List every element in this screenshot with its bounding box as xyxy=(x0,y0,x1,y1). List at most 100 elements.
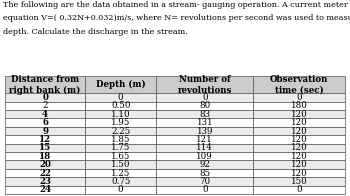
Text: 92: 92 xyxy=(199,160,210,169)
Text: 114: 114 xyxy=(196,143,213,152)
Text: 120: 120 xyxy=(290,110,307,119)
Bar xyxy=(253,76,345,93)
Bar xyxy=(5,152,85,161)
Bar xyxy=(5,118,85,127)
Bar xyxy=(85,93,156,102)
Text: The following are the data obtained in a stream- gauging operation. A current me: The following are the data obtained in a… xyxy=(3,1,350,9)
Text: 1.50: 1.50 xyxy=(111,160,131,169)
Bar xyxy=(5,161,85,169)
Bar xyxy=(85,169,156,177)
Text: 0: 0 xyxy=(42,93,48,102)
Text: 2.25: 2.25 xyxy=(111,127,130,136)
Text: 120: 120 xyxy=(290,160,307,169)
Text: 20: 20 xyxy=(39,160,51,169)
Text: 139: 139 xyxy=(196,127,213,136)
Bar xyxy=(5,110,85,118)
Bar xyxy=(85,110,156,118)
Bar xyxy=(253,93,345,102)
Bar xyxy=(5,135,85,144)
Bar xyxy=(156,152,253,161)
Text: 150: 150 xyxy=(290,177,307,186)
Text: 85: 85 xyxy=(199,169,210,178)
Text: 0.75: 0.75 xyxy=(111,177,130,186)
Text: 0: 0 xyxy=(202,93,208,102)
Bar xyxy=(156,177,253,186)
Bar xyxy=(85,161,156,169)
Bar xyxy=(85,144,156,152)
Text: 121: 121 xyxy=(196,135,213,144)
Text: 80: 80 xyxy=(199,101,210,110)
Text: 1.65: 1.65 xyxy=(111,152,130,161)
Text: 1.75: 1.75 xyxy=(111,143,130,152)
Bar xyxy=(85,118,156,127)
Text: 15: 15 xyxy=(39,143,51,152)
Text: 6: 6 xyxy=(42,118,48,127)
Text: Observation
time (sec): Observation time (sec) xyxy=(270,75,328,94)
Bar xyxy=(156,76,253,93)
Bar xyxy=(156,102,253,110)
Text: 18: 18 xyxy=(39,152,51,161)
Bar xyxy=(156,93,253,102)
Bar xyxy=(156,144,253,152)
Text: Distance from
right bank (m): Distance from right bank (m) xyxy=(9,75,81,95)
Bar xyxy=(85,102,156,110)
Bar xyxy=(253,161,345,169)
Bar xyxy=(156,186,253,194)
Bar xyxy=(5,144,85,152)
Bar xyxy=(85,152,156,161)
Text: 0: 0 xyxy=(296,185,302,194)
Bar xyxy=(253,118,345,127)
Text: 1.95: 1.95 xyxy=(111,118,130,127)
Bar xyxy=(253,169,345,177)
Text: 9: 9 xyxy=(42,127,48,136)
Bar xyxy=(156,118,253,127)
Bar xyxy=(253,186,345,194)
Text: 83: 83 xyxy=(199,110,210,119)
Text: 24: 24 xyxy=(39,185,51,194)
Bar xyxy=(253,177,345,186)
Bar xyxy=(85,177,156,186)
Bar xyxy=(253,127,345,135)
Bar xyxy=(5,177,85,186)
Text: 12: 12 xyxy=(39,135,51,144)
Text: 0: 0 xyxy=(118,93,124,102)
Text: 1.85: 1.85 xyxy=(111,135,131,144)
Text: 109: 109 xyxy=(196,152,213,161)
Text: depth. Calculate the discharge in the stream.: depth. Calculate the discharge in the st… xyxy=(3,28,188,36)
Text: 2: 2 xyxy=(42,101,48,110)
Bar xyxy=(85,135,156,144)
Text: 120: 120 xyxy=(290,169,307,178)
Text: 0.50: 0.50 xyxy=(111,101,131,110)
Bar xyxy=(5,127,85,135)
Text: 0: 0 xyxy=(296,93,302,102)
Text: 180: 180 xyxy=(290,101,307,110)
Bar xyxy=(85,76,156,93)
Bar xyxy=(5,186,85,194)
Bar xyxy=(253,152,345,161)
Text: 120: 120 xyxy=(290,152,307,161)
Text: 70: 70 xyxy=(199,177,210,186)
Text: equation V=( 0.32N+0.032)m/s, where N= revolutions per second was used to measur: equation V=( 0.32N+0.032)m/s, where N= r… xyxy=(3,14,350,22)
Bar xyxy=(85,186,156,194)
Bar xyxy=(156,127,253,135)
Bar xyxy=(5,102,85,110)
Text: 120: 120 xyxy=(290,127,307,136)
Bar xyxy=(5,169,85,177)
Text: 0: 0 xyxy=(118,185,124,194)
Bar xyxy=(156,161,253,169)
Text: 4: 4 xyxy=(42,110,48,119)
Bar xyxy=(253,144,345,152)
Text: Depth (m): Depth (m) xyxy=(96,80,146,89)
Text: 0: 0 xyxy=(202,185,208,194)
Bar xyxy=(253,102,345,110)
Bar xyxy=(5,93,85,102)
Bar xyxy=(253,110,345,118)
Text: 22: 22 xyxy=(39,169,51,178)
Text: 120: 120 xyxy=(290,135,307,144)
Text: 1.10: 1.10 xyxy=(111,110,131,119)
Bar xyxy=(156,135,253,144)
Text: 120: 120 xyxy=(290,143,307,152)
Bar xyxy=(85,127,156,135)
Bar xyxy=(5,76,85,93)
Text: Number of
revolutions: Number of revolutions xyxy=(177,75,232,94)
